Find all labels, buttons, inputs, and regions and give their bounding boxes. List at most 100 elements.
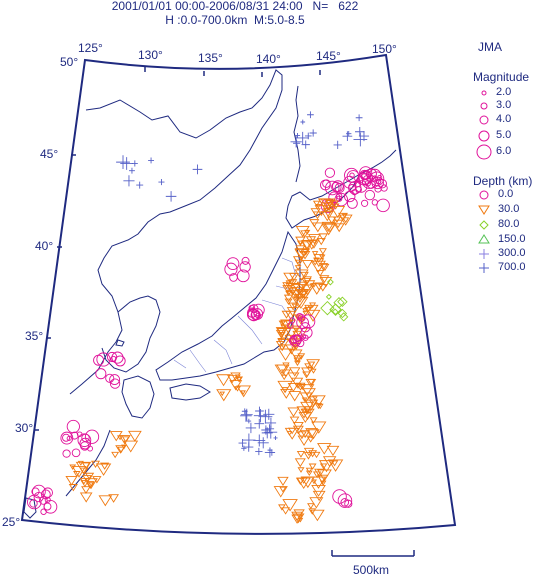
earthquake-event [311, 283, 317, 288]
earthquake-event [292, 421, 304, 431]
earthquake-event [304, 307, 312, 314]
earthquake-event [293, 355, 303, 364]
earthquake-event [261, 425, 271, 435]
earthquake-event [295, 382, 306, 391]
earthquake-event [62, 449, 71, 458]
earthquake-event [319, 463, 328, 470]
frame-ticks [34, 67, 321, 431]
earthquake-event [311, 479, 317, 485]
earthquake-event [348, 184, 356, 192]
earthquake-event [304, 304, 319, 317]
earthquake-event [274, 364, 290, 377]
earthquake-event [129, 167, 135, 174]
earthquake-event [301, 397, 308, 403]
earthquake-event [254, 418, 265, 429]
magnitude-legend-title: Magnitude [473, 70, 530, 84]
earthquake-event [226, 257, 240, 271]
earthquake-event [267, 447, 273, 453]
earthquake-event [43, 499, 58, 514]
lat-tick-25: 25° [2, 515, 20, 529]
earthquake-event [230, 372, 241, 381]
earthquake-event [333, 223, 345, 233]
earthquake-event [289, 337, 297, 345]
earthquake-event [301, 140, 310, 149]
earthquake-event [300, 476, 316, 489]
coast-honshu [155, 230, 301, 381]
earthquake-event [316, 403, 324, 410]
earthquake-event [165, 191, 177, 202]
lat-tick-40: 40° [35, 239, 53, 253]
earthquake-event [273, 486, 288, 498]
earthquake-event [128, 430, 142, 442]
earthquake-event [332, 180, 344, 193]
earthquake-event [311, 395, 326, 407]
earthquake-event [114, 355, 126, 367]
earthquake-event [234, 374, 241, 380]
earthquake-event [280, 374, 288, 381]
earthquake-event [303, 289, 310, 295]
earthquake-event [341, 213, 348, 219]
earthquake-event [298, 412, 313, 424]
earthquake-event [321, 223, 336, 236]
earthquake-event [294, 265, 302, 271]
earthquake-event [327, 208, 334, 213]
earthquake-event [308, 239, 320, 249]
earthquake-event [229, 380, 243, 391]
earthquake-event [304, 229, 311, 235]
earthquake-event [292, 425, 304, 435]
earthquake-event [301, 408, 308, 414]
earthquake-event [331, 181, 342, 193]
earthquake-event [342, 217, 350, 224]
earthquake-event [277, 332, 286, 339]
earthquake-event [282, 499, 298, 512]
lon-tick-135: 135° [198, 51, 223, 65]
earthquake-event [308, 234, 321, 245]
earthquake-event [307, 429, 320, 440]
earthquake-event [306, 366, 314, 373]
earthquake-event [300, 430, 311, 439]
earthquake-event [246, 418, 252, 424]
earthquake-event [315, 269, 325, 277]
earthquake-event [288, 302, 299, 311]
earthquake-event [296, 339, 305, 348]
earthquake-event [277, 338, 284, 343]
lat-tick-45: 45° [40, 147, 58, 161]
earthquake-event [81, 486, 91, 494]
earthquake-event [304, 363, 312, 369]
earthquake-event [255, 447, 263, 456]
earthquake-event [284, 298, 293, 305]
magnitude-legend-label: 5.0 [496, 129, 512, 141]
earthquake-event [289, 317, 296, 324]
earthquake-event [265, 417, 277, 429]
earthquake-event [317, 443, 332, 455]
earthquake-event [216, 374, 232, 387]
depth-symbol-150 [478, 234, 490, 244]
earthquake-event [293, 139, 301, 147]
mag-symbol-6 [476, 144, 492, 160]
earthquake-event [68, 484, 78, 492]
earthquake-event [116, 435, 124, 441]
earthquake-event [100, 462, 110, 470]
earthquake-event [302, 310, 309, 317]
earthquake-event [292, 256, 304, 265]
earthquake-event [318, 254, 326, 260]
earthquake-event [314, 468, 326, 478]
mag-symbol-5 [478, 130, 490, 142]
earthquake-event [296, 451, 306, 458]
earthquake-event [320, 211, 334, 222]
earthquake-event [136, 181, 144, 189]
earthquake-event [96, 352, 111, 367]
earthquake-event [364, 180, 372, 187]
earthquake-event [109, 374, 121, 385]
lat-tick-35: 35° [25, 329, 43, 343]
earthquake-event [279, 486, 287, 493]
earthquake-event [219, 391, 226, 397]
earthquake-event [329, 303, 342, 316]
earthquake-event [319, 276, 333, 288]
lon-tick-150: 150° [372, 42, 397, 56]
earthquake-event [328, 460, 335, 466]
magnitude-legend-symbols [476, 90, 492, 160]
earthquake-event [328, 191, 341, 204]
earthquake-event [123, 440, 139, 453]
earthquake-event [324, 167, 336, 178]
